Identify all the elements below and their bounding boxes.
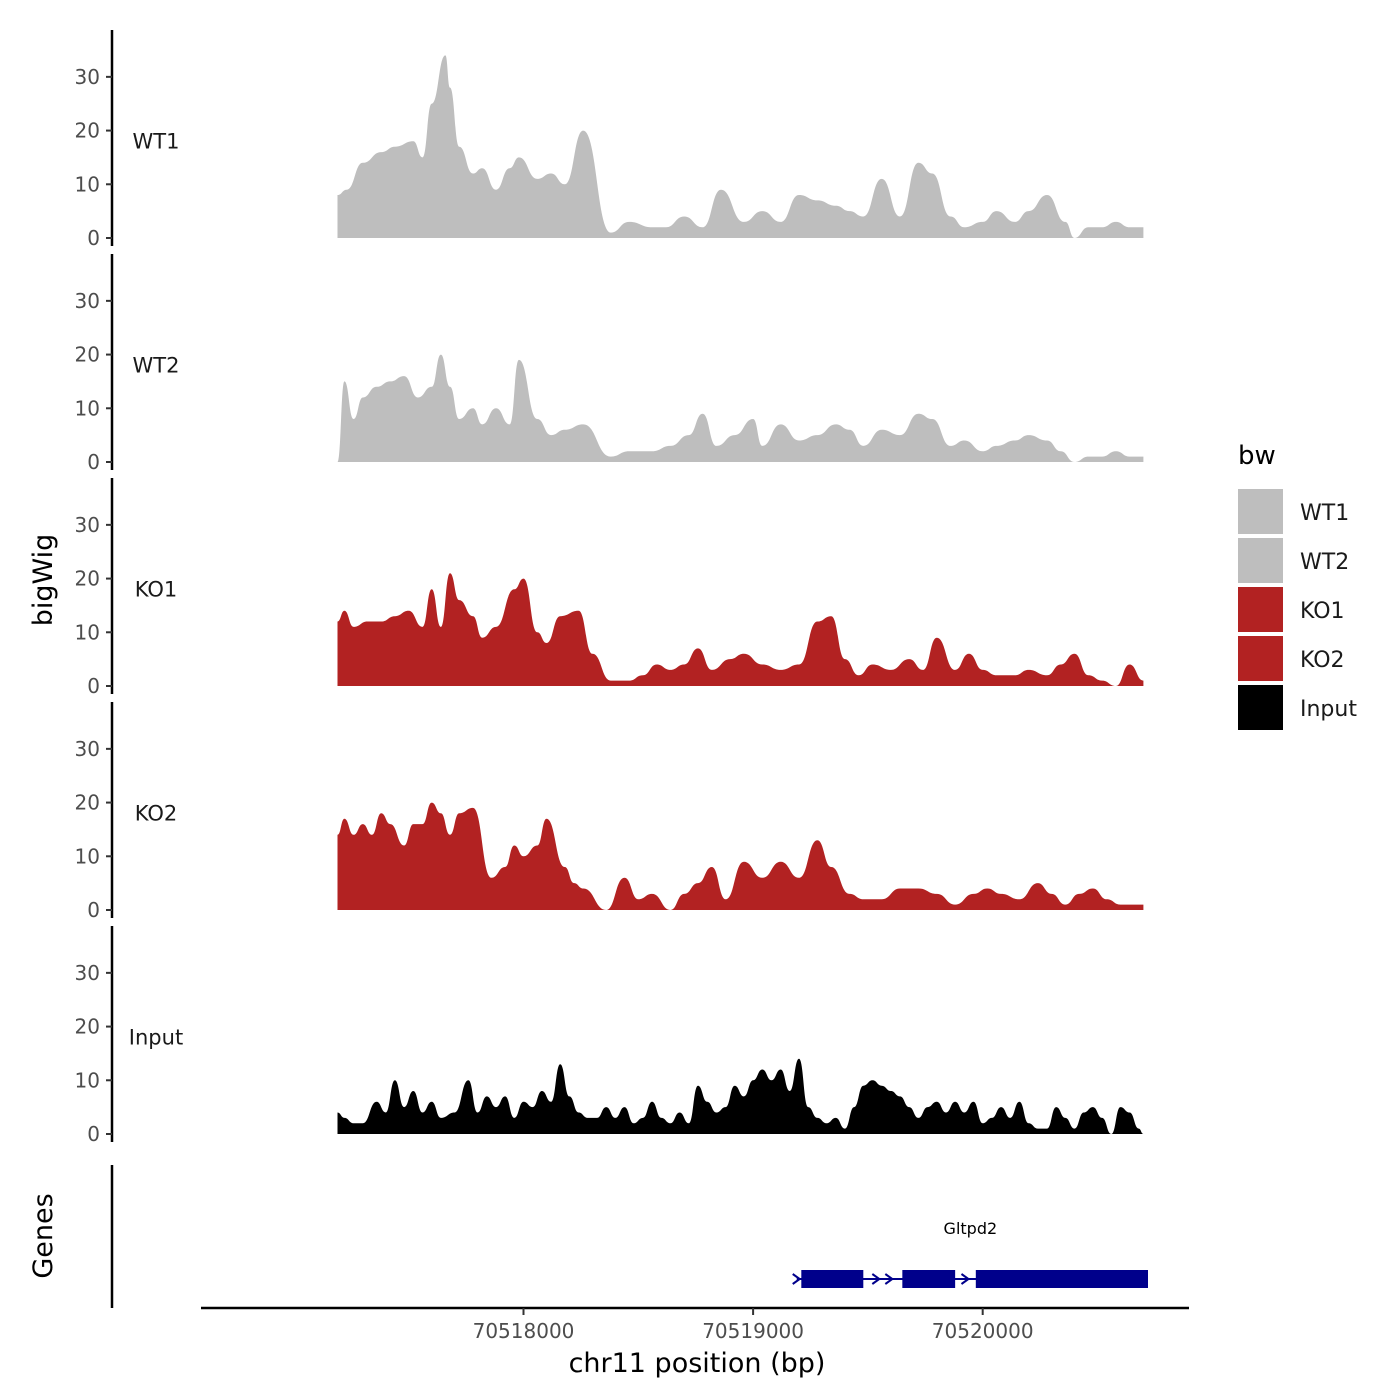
legend-label-wt2: WT2 — [1300, 550, 1349, 575]
gene-strand-chevron — [960, 1273, 971, 1285]
x-axis-title: chr11 position (bp) — [569, 1348, 826, 1379]
y-tick-label: 0 — [87, 1122, 100, 1146]
gene-label: Gltpd2 — [944, 1219, 998, 1238]
track-label: Input — [129, 1025, 183, 1049]
y-tick-label: 20 — [75, 1015, 100, 1039]
legend: bw WT1 WT2 KO1 KO2 Input — [1238, 441, 1357, 730]
y-tick-label: 10 — [75, 1068, 100, 1092]
gene-strand-chevron — [792, 1273, 802, 1285]
track-area-ko1 — [337, 573, 1144, 686]
x-tick-label: 70520000 — [932, 1319, 1034, 1343]
track-label: KO1 — [135, 577, 178, 601]
y-tick-label: 20 — [75, 343, 100, 367]
y-tick-label: 20 — [75, 567, 100, 591]
legend-swatch-ko2 — [1238, 636, 1283, 681]
track-area-wt1 — [337, 55, 1144, 238]
track-wt1: 0 10 20 30 WT1 — [75, 30, 1144, 250]
track-input: 0 10 20 30 Input — [75, 926, 1144, 1146]
track-label: WT1 — [133, 129, 180, 153]
y-tick-label: 30 — [75, 513, 100, 537]
gene-exon — [975, 1270, 1148, 1288]
y-tick-label: 10 — [75, 844, 100, 868]
gene-gltpd2: Gltpd2 — [792, 1219, 1148, 1288]
legend-swatch-wt2 — [1238, 538, 1283, 583]
track-ko1: 0 10 20 30 KO1 — [75, 478, 1144, 698]
legend-swatch-input — [1238, 685, 1283, 730]
track-area-ko2 — [337, 802, 1144, 910]
genes-panel: Gltpd2 — [110, 1165, 1148, 1308]
track-area-input — [337, 1058, 1144, 1134]
y-tick-label: 20 — [75, 119, 100, 143]
legend-swatch-wt1 — [1238, 489, 1283, 534]
y-tick-label: 10 — [75, 172, 100, 196]
legend-title: bw — [1238, 441, 1276, 471]
gene-strand-chevron — [871, 1273, 882, 1285]
track-label: KO2 — [135, 801, 178, 825]
y-tick-label: 30 — [75, 961, 100, 985]
y-tick-label: 30 — [75, 289, 100, 313]
chart-panels: 0 10 20 30 WT1 0 10 20 30 WT2 0 10 20 30 KO1 0 10 20 30 KO2… — [75, 30, 1144, 1146]
y-tick-label: 0 — [87, 674, 100, 698]
y-tick-label: 0 — [87, 226, 100, 250]
x-tick-label: 70519000 — [702, 1319, 804, 1343]
track-area-wt2 — [337, 354, 1144, 462]
x-tick-label: 70518000 — [473, 1319, 575, 1343]
legend-label-input: Input — [1300, 697, 1357, 722]
y-tick-label: 30 — [75, 737, 100, 761]
y-tick-label: 20 — [75, 791, 100, 815]
y-tick-label: 0 — [87, 898, 100, 922]
legend-label-ko2: KO2 — [1300, 648, 1345, 673]
x-axis: 70518000 70519000 70520000 — [201, 1306, 1189, 1343]
y-axis-title: bigWig — [28, 534, 59, 627]
y-tick-label: 10 — [75, 396, 100, 420]
gene-strand-chevron — [884, 1273, 895, 1285]
y-tick-label: 0 — [87, 450, 100, 474]
track-ko2: 0 10 20 30 KO2 — [75, 702, 1144, 922]
y-tick-label: 30 — [75, 65, 100, 89]
y-tick-label: 10 — [75, 620, 100, 644]
gene-exon — [801, 1270, 864, 1288]
gene-exon — [902, 1270, 956, 1288]
legend-label-ko1: KO1 — [1300, 599, 1345, 624]
legend-label-wt1: WT1 — [1300, 501, 1349, 526]
track-label: WT2 — [133, 353, 180, 377]
legend-swatch-ko1 — [1238, 587, 1283, 632]
genes-axis-title: Genes — [28, 1193, 59, 1278]
track-wt2: 0 10 20 30 WT2 — [75, 254, 1144, 474]
